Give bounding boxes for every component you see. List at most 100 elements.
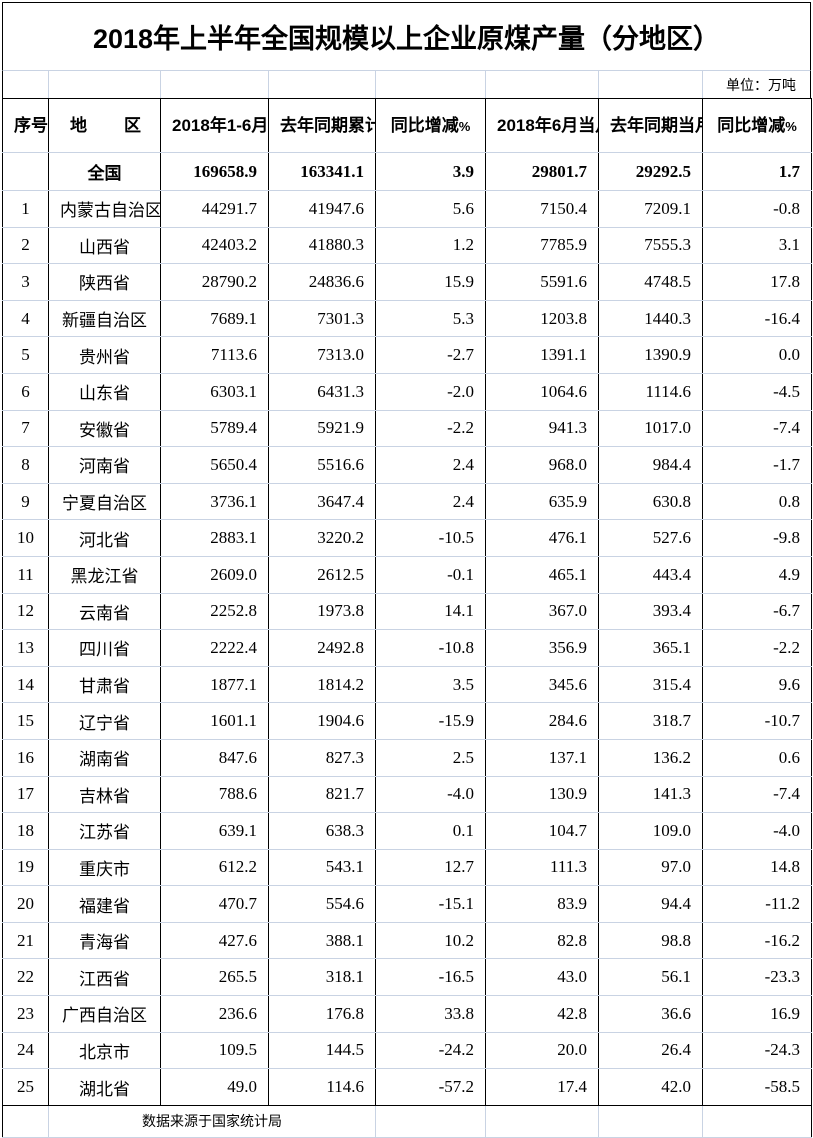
cell-jun-yoy: 0.8	[702, 483, 812, 521]
column-header-jun-2018[interactable]: 2018年6月当月	[485, 98, 599, 153]
table-row[interactable]: 9 宁夏自治区 3736.1 3647.4 2.4 635.9 630.8 0.8	[2, 483, 812, 521]
cell-cum-yoy: 3.5	[375, 666, 486, 704]
table-row[interactable]: 22 江西省 265.5 318.1 -16.5 43.0 56.1 -23.3	[2, 958, 812, 997]
cell-cum-2018: 28790.2	[160, 263, 269, 301]
cell-cum-2018: 236.6	[160, 995, 269, 1033]
cell-jun-last: 56.1	[598, 958, 703, 997]
column-header-jun-last[interactable]: 去年同期当月	[598, 98, 703, 153]
table-row[interactable]: 23 广西自治区 236.6 176.8 33.8 42.8 36.6 16.9	[2, 995, 812, 1033]
unit-row-cell	[161, 71, 269, 99]
cell-cum-2018: 788.6	[160, 776, 269, 814]
table-row[interactable]: 10 河北省 2883.1 3220.2 -10.5 476.1 527.6 -9.8	[2, 519, 812, 557]
cell-index: 7	[2, 410, 49, 448]
cell-jun-yoy: -23.3	[702, 958, 812, 997]
cell-jun-yoy: -58.5	[702, 1068, 812, 1106]
table-row[interactable]: 18 江苏省 639.1 638.3 0.1 104.7 109.0 -4.0	[2, 812, 812, 850]
cell-region: 四川省	[48, 629, 161, 667]
cell-cum-last: 388.1	[268, 922, 376, 960]
cell-jun-last: 984.4	[598, 446, 703, 484]
column-header-cum-yoy[interactable]: 同比增减%	[375, 98, 486, 153]
cell-region: 云南省	[48, 593, 161, 631]
cell-jun-yoy: 0.0	[702, 336, 812, 374]
footer-spacer	[375, 1105, 486, 1138]
table-row[interactable]: 3 陕西省 28790.2 24836.6 15.9 5591.6 4748.5 17.8	[2, 263, 812, 301]
cell-jun-2018: 345.6	[485, 666, 599, 704]
cell-cum-last: 554.6	[268, 885, 376, 923]
cell-cum-yoy: 0.1	[375, 812, 486, 850]
cell-jun-yoy: -2.2	[702, 629, 812, 667]
column-header-region-label: 地 区	[70, 116, 151, 135]
table-row[interactable]: 21 青海省 427.6 388.1 10.2 82.8 98.8 -16.2	[2, 922, 812, 960]
footer-note: 数据来源于国家统计局	[48, 1105, 376, 1138]
table-body: 全国 169658.9 163341.1 3.9 29801.7 29292.5…	[2, 152, 812, 1106]
cell-cum-2018: 49.0	[160, 1068, 269, 1106]
cell-cum-yoy: -16.5	[375, 958, 486, 997]
table-footer: 数据来源于国家统计局	[2, 1105, 812, 1138]
cell-cum-2018: 265.5	[160, 958, 269, 997]
cell-jun-yoy: 0.6	[702, 739, 812, 777]
table-row[interactable]: 6 山东省 6303.1 6431.3 -2.0 1064.6 1114.6 -4.5	[2, 373, 812, 411]
table-row[interactable]: 5 贵州省 7113.6 7313.0 -2.7 1391.1 1390.9 0.0	[2, 336, 812, 374]
table-row[interactable]: 15 辽宁省 1601.1 1904.6 -15.9 284.6 318.7 -10.7	[2, 702, 812, 740]
column-header-cum-last[interactable]: 去年同期累计	[268, 98, 376, 153]
cell-jun-last: 36.6	[598, 995, 703, 1033]
cell-jun-last: 26.4	[598, 1032, 703, 1070]
cell-region: 湖南省	[48, 739, 161, 777]
cell-jun-yoy: -0.8	[702, 190, 812, 228]
cell-cum-2018: 427.6	[160, 922, 269, 960]
cell-jun-last: 630.8	[598, 483, 703, 521]
cell-region: 甘肃省	[48, 666, 161, 704]
table-row[interactable]: 8 河南省 5650.4 5516.6 2.4 968.0 984.4 -1.7	[2, 446, 812, 484]
cell-region: 山东省	[48, 373, 161, 411]
column-header-cum-2018[interactable]: 2018年1-6月累计	[160, 98, 269, 153]
table-row[interactable]: 1 内蒙古自治区 44291.7 41947.6 5.6 7150.4 7209.1 -0.8	[2, 190, 812, 228]
cell-jun-yoy: 4.9	[702, 556, 812, 594]
column-header-index[interactable]: 序号	[2, 98, 49, 153]
table-row[interactable]: 19 重庆市 612.2 543.1 12.7 111.3 97.0 14.8	[2, 849, 812, 887]
cell-cum-last: 6431.3	[268, 373, 376, 411]
table-row[interactable]: 13 四川省 2222.4 2492.8 -10.8 356.9 365.1 -2.2	[2, 629, 812, 667]
cell-jun-last: 109.0	[598, 812, 703, 850]
table-row[interactable]: 24 北京市 109.5 144.5 -24.2 20.0 26.4 -24.3	[2, 1032, 812, 1070]
cell-cum-last: 3220.2	[268, 519, 376, 557]
table-row[interactable]: 25 湖北省 49.0 114.6 -57.2 17.4 42.0 -58.5	[2, 1068, 812, 1106]
cell-index: 18	[2, 812, 49, 850]
cell-cum-yoy: 2.4	[375, 483, 486, 521]
cell-jun-2018: 635.9	[485, 483, 599, 521]
table-row[interactable]: 11 黑龙江省 2609.0 2612.5 -0.1 465.1 443.4 4.9	[2, 556, 812, 594]
cell-region: 河南省	[48, 446, 161, 484]
table-row[interactable]: 4 新疆自治区 7689.1 7301.3 5.3 1203.8 1440.3 -16.4	[2, 300, 812, 338]
cell-jun-2018: 465.1	[485, 556, 599, 594]
cell-cum-yoy: -24.2	[375, 1032, 486, 1070]
cell-cum-2018: 3736.1	[160, 483, 269, 521]
cell-cum-last: 7301.3	[268, 300, 376, 338]
cell-jun-last: 42.0	[598, 1068, 703, 1106]
cell-index: 14	[2, 666, 49, 704]
cell-jun-last: 29292.5	[598, 152, 703, 191]
cell-cum-yoy: 15.9	[375, 263, 486, 301]
cell-cum-yoy: 5.3	[375, 300, 486, 338]
table-row[interactable]: 16 湖南省 847.6 827.3 2.5 137.1 136.2 0.6	[2, 739, 812, 777]
table-row[interactable]: 17 吉林省 788.6 821.7 -4.0 130.9 141.3 -7.4	[2, 776, 812, 814]
table-row[interactable]: 7 安徽省 5789.4 5921.9 -2.2 941.3 1017.0 -7.4	[2, 410, 812, 448]
cell-cum-2018: 847.6	[160, 739, 269, 777]
cell-jun-last: 1017.0	[598, 410, 703, 448]
cell-cum-last: 3647.4	[268, 483, 376, 521]
cell-jun-last: 1390.9	[598, 336, 703, 374]
header-row: 序号 地 区 2018年1-6月累计 去年同期累计 同比增减% 2018年6月当…	[2, 98, 812, 153]
table-row[interactable]: 12 云南省 2252.8 1973.8 14.1 367.0 393.4 -6.7	[2, 593, 812, 631]
cell-index: 23	[2, 995, 49, 1033]
cell-region: 北京市	[48, 1032, 161, 1070]
cell-cum-yoy: -10.5	[375, 519, 486, 557]
cell-index: 11	[2, 556, 49, 594]
table-row-total[interactable]: 全国 169658.9 163341.1 3.9 29801.7 29292.5…	[2, 152, 812, 191]
table-row[interactable]: 2 山西省 42403.2 41880.3 1.2 7785.9 7555.3 3.1	[2, 227, 812, 265]
table-row[interactable]: 20 福建省 470.7 554.6 -15.1 83.9 94.4 -11.2	[2, 885, 812, 923]
page-title: 2018年上半年全国规模以上企业原煤产量（分地区）	[92, 24, 721, 54]
cell-cum-2018: 7113.6	[160, 336, 269, 374]
cell-index	[2, 152, 49, 191]
cell-cum-2018: 2222.4	[160, 629, 269, 667]
table-row[interactable]: 14 甘肃省 1877.1 1814.2 3.5 345.6 315.4 9.6	[2, 666, 812, 704]
column-header-jun-yoy[interactable]: 同比增减%	[702, 98, 812, 153]
column-header-region[interactable]: 地 区	[48, 98, 161, 153]
